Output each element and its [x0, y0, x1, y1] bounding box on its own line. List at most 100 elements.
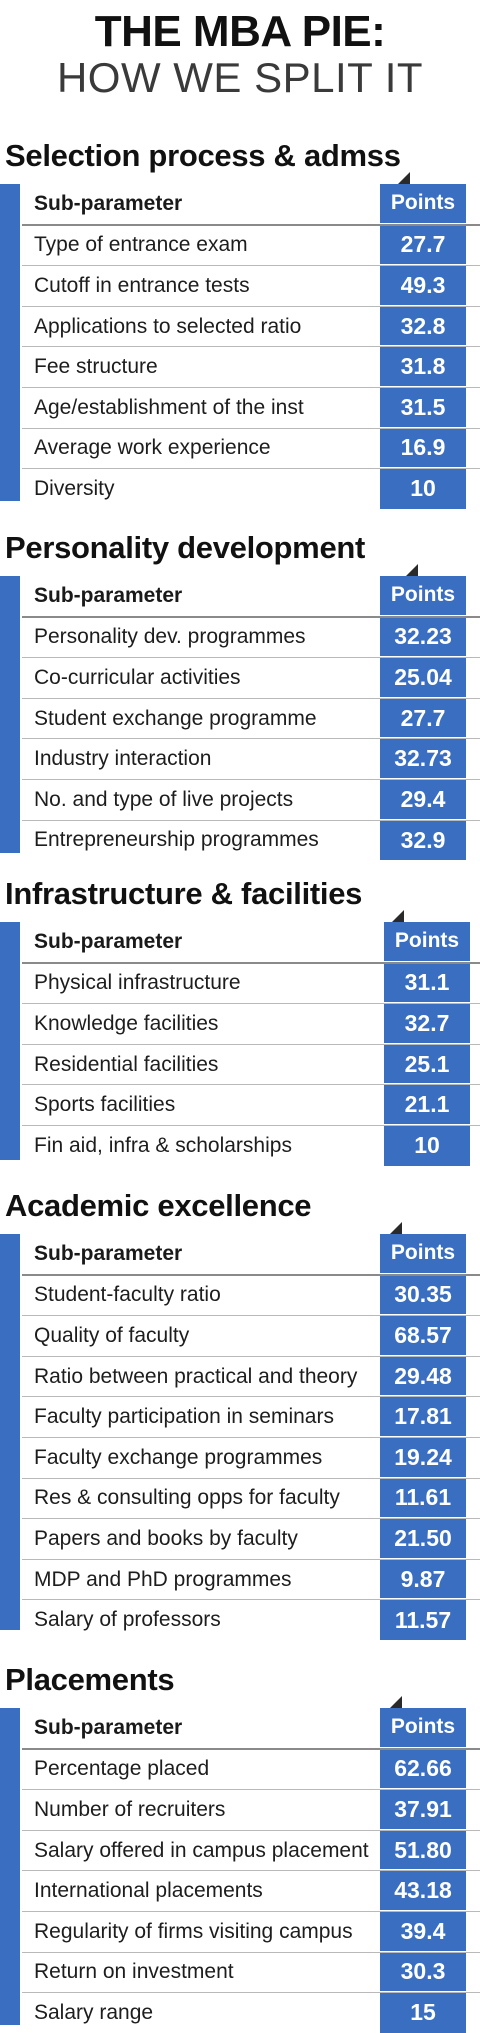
points-value: 31.8 — [380, 347, 466, 387]
points-value: 49.3 — [380, 266, 466, 306]
table-row: Faculty participation in seminars 17.81 — [22, 1397, 480, 1438]
table-section: Infrastructure & facilities Sub-parameter… — [0, 876, 480, 1166]
section-title: Placements — [5, 1662, 175, 1697]
table-row: Average work experience 16.9 — [22, 428, 480, 470]
points-value: 30.35 — [380, 1275, 466, 1316]
corner-triangle-icon — [390, 1222, 402, 1234]
subparameter-label: Entrepreneurship programmes — [34, 828, 319, 852]
subparameter-label: Fin aid, infra & scholarships — [34, 1133, 292, 1157]
points-value: 29.48 — [380, 1356, 466, 1397]
points-value: 68.57 — [380, 1316, 466, 1356]
points-value: 62.66 — [380, 1749, 466, 1790]
left-accent-bar — [0, 1234, 20, 1630]
left-accent-bar — [0, 184, 20, 501]
table-row: Physical infrastructure 31.1 — [22, 963, 480, 1005]
points-value: 10 — [384, 1125, 470, 1166]
subparameter-label: Type of entrance exam — [34, 233, 248, 257]
points-value: 31.5 — [380, 387, 466, 428]
subparameter-label: Student-faculty ratio — [34, 1283, 221, 1307]
table-row: Quality of faculty 68.57 — [22, 1316, 480, 1357]
table-row: Fee structure 31.8 — [22, 347, 480, 388]
table-row: Student-faculty ratio 30.35 — [22, 1275, 480, 1317]
subparameter-label: Applications to selected ratio — [34, 314, 302, 338]
points-value: 32.9 — [380, 820, 466, 861]
subparameter-label: Personality dev. programmes — [34, 625, 306, 649]
points-value: 11.61 — [380, 1478, 466, 1519]
table-rows: Sub-parameter Points Personality dev. prog… — [22, 576, 480, 861]
table-section: Selection process & admss Sub-parameter Po… — [0, 112, 480, 509]
headline: THE MBA PIE: HOW WE SPLIT IT — [0, 0, 480, 99]
table-header-row: Sub-parameter Points — [22, 1234, 480, 1276]
table-row: Cutoff in entrance tests 49.3 — [22, 266, 480, 307]
subparameter-label: Salary offered in campus placement — [34, 1838, 369, 1862]
table-row: Salary range 15 — [22, 1993, 480, 2033]
points-value: 27.7 — [380, 698, 466, 739]
subparameter-label: Industry interaction — [34, 747, 212, 771]
points-value: 10 — [380, 469, 466, 509]
table-row: Faculty exchange programmes 19.24 — [22, 1437, 480, 1479]
points-value: 32.73 — [380, 739, 466, 779]
points-value: 43.18 — [380, 1871, 466, 1911]
points-value: 31.1 — [384, 963, 470, 1004]
table-rows: Sub-parameter Points Physical infrastructu… — [22, 922, 480, 1166]
subparameter-label: Ratio between practical and theory — [34, 1364, 358, 1388]
subparameter-label: Salary range — [34, 2000, 154, 2024]
column-header-points: Points — [384, 922, 470, 962]
subparameter-label: Student exchange programme — [34, 706, 317, 730]
table-row: Diversity 10 — [22, 469, 480, 509]
table-row: MDP and PhD programmes 9.87 — [22, 1559, 480, 1601]
column-header-subparameter: Sub-parameter — [34, 191, 183, 215]
points-value: 16.9 — [380, 428, 466, 469]
subparameter-label: Co-curricular activities — [34, 665, 241, 689]
column-header-subparameter: Sub-parameter — [34, 583, 183, 607]
headline-line-2: HOW WE SPLIT IT — [56, 54, 424, 101]
table-row: Return on investment 30.3 — [22, 1952, 480, 1994]
subparameter-label: Return on investment — [34, 1960, 234, 1984]
column-header-points: Points — [380, 1234, 466, 1274]
subparameter-label: Residential facilities — [34, 1052, 219, 1076]
subparameter-label: Average work experience — [34, 436, 271, 460]
subparameter-label: Salary of professors — [34, 1608, 221, 1632]
table-row: Type of entrance exam 27.7 — [22, 225, 480, 267]
points-value: 39.4 — [380, 1911, 466, 1952]
subparameter-label: Papers and books by faculty — [34, 1526, 298, 1550]
table-row: Knowledge facilities 32.7 — [22, 1004, 480, 1045]
corner-triangle-icon — [390, 1696, 402, 1708]
points-value: 30.3 — [380, 1952, 466, 1993]
subparameter-label: Fee structure — [34, 355, 158, 379]
table-section: Placements Sub-parameter Points Percentage … — [0, 1620, 480, 2033]
table-row: Age/establishment of the inst 31.5 — [22, 387, 480, 429]
table-row: Industry interaction 32.73 — [22, 739, 480, 780]
column-header-subparameter: Sub-parameter — [34, 1715, 183, 1739]
subparameter-label: MDP and PhD programmes — [34, 1567, 292, 1591]
points-value: 32.7 — [384, 1004, 470, 1044]
left-accent-bar — [0, 922, 20, 1160]
headline-line-1: THE MBA PIE: — [94, 7, 386, 56]
subparameter-label: Res & consulting opps for faculty — [34, 1486, 340, 1510]
table-section: Academic excellence Sub-parameter Points St… — [0, 1176, 480, 1640]
points-value: 25.1 — [384, 1044, 470, 1085]
table-row: Percentage placed 62.66 — [22, 1749, 480, 1791]
points-value: 25.04 — [380, 658, 466, 698]
subparameter-label: Faculty exchange programmes — [34, 1445, 323, 1469]
table-header-row: Sub-parameter Points — [22, 576, 480, 618]
table-row: Applications to selected ratio 32.8 — [22, 306, 480, 348]
table-row: Entrepreneurship programmes 32.9 — [22, 820, 480, 861]
points-value: 51.80 — [380, 1830, 466, 1871]
subparameter-label: No. and type of live projects — [34, 787, 294, 811]
table-row: Papers and books by faculty 21.50 — [22, 1519, 480, 1560]
corner-triangle-icon — [398, 172, 410, 184]
points-value: 21.50 — [380, 1519, 466, 1559]
table-header-row: Sub-parameter Points — [22, 1708, 480, 1750]
section-title: Selection process & admss — [5, 138, 401, 173]
table-row: Sports facilities 21.1 — [22, 1085, 480, 1126]
table-header-row: Sub-parameter Points — [22, 922, 480, 964]
table-row: Salary of professors 11.57 — [22, 1600, 480, 1640]
subparameter-label: Quality of faculty — [34, 1323, 190, 1347]
points-value: 9.87 — [380, 1559, 466, 1600]
subparameter-label: Knowledge facilities — [34, 1011, 219, 1035]
table-row: Salary offered in campus placement 51.80 — [22, 1830, 480, 1872]
subparameter-label: Faculty participation in seminars — [34, 1405, 334, 1429]
table-row: Regularity of firms visiting campus 39.4 — [22, 1911, 480, 1953]
points-value: 29.4 — [380, 779, 466, 820]
